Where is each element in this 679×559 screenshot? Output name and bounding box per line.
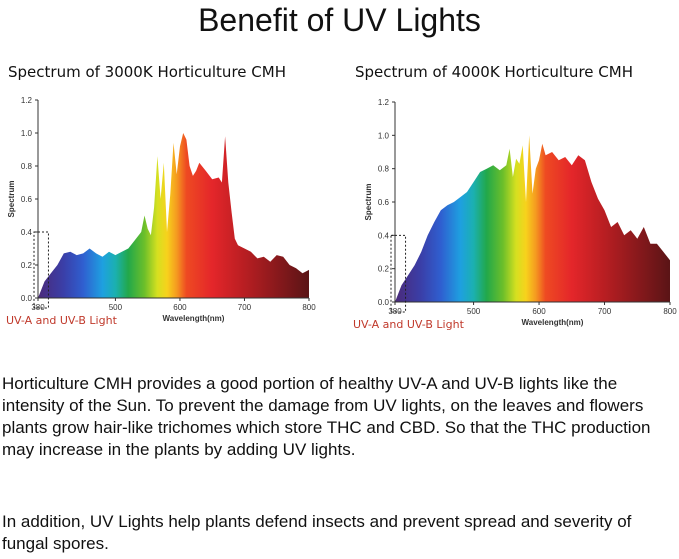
uv-highlight-box — [33, 231, 49, 309]
y-tick-label: 1.2 — [378, 98, 390, 107]
spectrum-area — [395, 135, 670, 302]
x-tick-label: 500 — [467, 307, 481, 316]
y-axis-label: Spectrum — [7, 181, 16, 218]
uv-highlight-box — [390, 234, 407, 313]
chart-title-3000k: Spectrum of 3000K Horticulture CMH — [8, 63, 286, 81]
y-axis-label: Spectrum — [364, 184, 373, 221]
uv-annotation-label: UV-A and UV-B Light — [353, 318, 465, 331]
intro-paragraph: Horticulture CMH provides a good portion… — [2, 374, 651, 459]
addition-paragraph: In addition, UV Lights help plants defen… — [2, 512, 632, 553]
x-axis-label: Wavelength(nm) — [163, 314, 225, 323]
x-tick-label: 600 — [532, 307, 546, 316]
y-tick-label: 0.0 — [378, 298, 390, 307]
y-tick-label: 0.0 — [21, 294, 33, 303]
y-tick-label: 1.0 — [21, 129, 33, 138]
y-tick-label: 1.2 — [21, 96, 33, 105]
x-tick-label: 800 — [663, 307, 677, 316]
y-tick-label: 1.0 — [378, 131, 390, 140]
y-tick-label: 0.8 — [378, 165, 390, 174]
y-tick-label: 0.6 — [378, 198, 390, 207]
x-tick-label: 800 — [302, 303, 316, 312]
y-tick-label: 0.4 — [378, 231, 390, 240]
y-tick-label: 0.2 — [21, 261, 33, 270]
y-tick-label: 0.8 — [21, 162, 33, 171]
y-tick-label: 0.6 — [21, 195, 33, 204]
uv-annotation-label: UV-A and UV-B Light — [6, 314, 118, 327]
chart-title-4000k: Spectrum of 4000K Horticulture CMH — [355, 63, 633, 81]
spectrum-area — [38, 133, 309, 298]
y-tick-label: 0.4 — [21, 228, 33, 237]
x-tick-label: 700 — [238, 303, 252, 312]
x-tick-label: 700 — [598, 307, 612, 316]
y-tick-label: 0.2 — [378, 265, 390, 274]
x-axis-label: Wavelength(nm) — [522, 318, 584, 327]
x-tick-label: 500 — [109, 303, 123, 312]
page-title: Benefit of UV Lights — [198, 2, 481, 38]
x-tick-label: 600 — [173, 303, 187, 312]
